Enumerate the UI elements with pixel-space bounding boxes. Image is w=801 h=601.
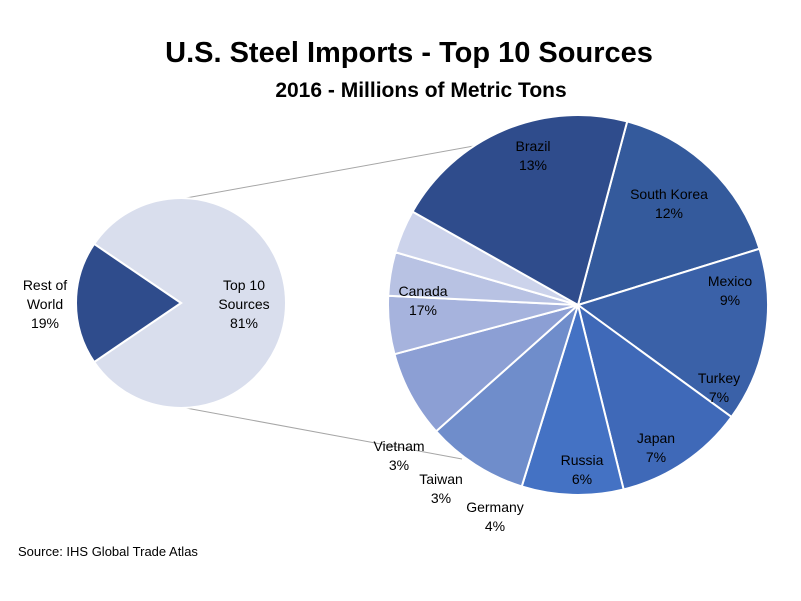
slice-rest-of-world (75, 242, 183, 364)
label-brazil: Brazil 13% (515, 138, 550, 173)
label-turkey: Turkey 7% (698, 370, 740, 405)
secondary-pie (386, 114, 769, 496)
label-japan: Japan 7% (637, 430, 675, 465)
label-vietnam: Vietnam 3% (373, 438, 424, 473)
slice-south-korea (575, 247, 769, 419)
chart-subtitle: 2016 - Millions of Metric Tons (275, 79, 566, 102)
label-taiwan: Taiwan 3% (419, 471, 463, 506)
label-mexico: Mexico 9% (708, 273, 753, 308)
primary-pie (75, 197, 287, 409)
slice-japan (434, 301, 581, 488)
slice-top-10-sources (92, 197, 287, 409)
label-south-korea: South Korea 12% (630, 186, 708, 221)
label-rest-of-world: Rest of World 19% (23, 277, 67, 331)
label-russia: Russia 6% (561, 452, 604, 487)
label-germany: Germany 4% (466, 499, 524, 534)
chart-title: U.S. Steel Imports - Top 10 Sources (165, 37, 653, 69)
slice-turkey (520, 301, 625, 496)
slice-canada (411, 114, 629, 307)
chart-source: Source: IHS Global Trade Atlas (18, 544, 198, 559)
label-canada: Canada 17% (398, 283, 447, 318)
slice-brazil (576, 120, 761, 307)
connector-line-bottom (185, 407, 463, 460)
slice-labels: Top 10 Sources 81% Rest of World 19% Brazil 13%… (23, 138, 753, 534)
label-top-10-sources: Top 10 Sources 81% (218, 277, 269, 331)
slice-mexico (576, 302, 733, 491)
